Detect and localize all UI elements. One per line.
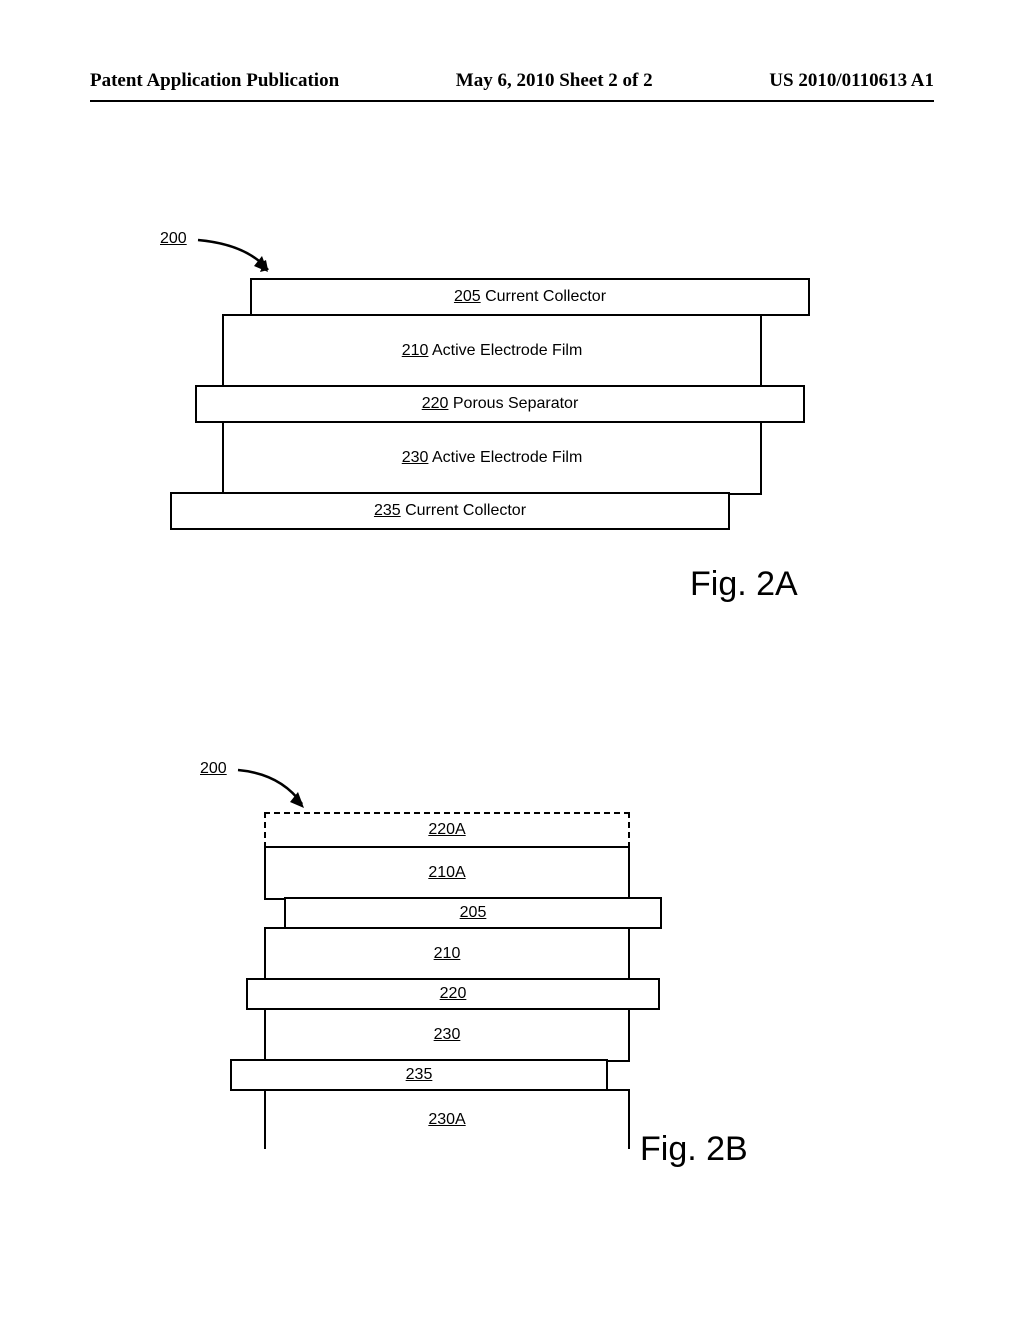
layer-label: 205 Current Collector: [454, 288, 606, 306]
layer-label: 220 Porous Separator: [422, 395, 579, 413]
layer-label: 230 Active Electrode Film: [402, 449, 583, 467]
page: Patent Application Publication May 6, 20…: [0, 0, 1024, 1320]
fig2b-layer-205: 205: [284, 897, 662, 929]
layer-label: 205: [460, 904, 487, 922]
fig2a-label: Fig. 2A: [690, 565, 798, 604]
layer-label: 210 Active Electrode Film: [402, 342, 583, 360]
fig2a-layer-220: 220 Porous Separator: [195, 385, 805, 423]
layer-label: 235 Current Collector: [374, 502, 526, 520]
layer-label: 210: [434, 945, 461, 963]
fig2b-layer-210A: 210A: [264, 846, 630, 900]
fig2b-label: Fig. 2B: [640, 1130, 748, 1169]
fig2b-pointer-ref: 200: [200, 760, 227, 778]
layer-label: 220: [440, 985, 467, 1003]
fig2b-layer-230: 230: [264, 1008, 630, 1062]
fig2b-layer-235: 235: [230, 1059, 608, 1091]
fig2b-layer-220A: 220A: [264, 812, 630, 848]
fig2a-layer-205: 205 Current Collector: [250, 278, 810, 316]
fig2b-layer-220: 220: [246, 978, 660, 1010]
fig2a-layer-230: 230 Active Electrode Film: [222, 421, 762, 495]
fig2a-layer-235: 235 Current Collector: [170, 492, 730, 530]
header-rule: [90, 100, 934, 102]
fig2b-pointer: 200: [200, 760, 320, 820]
layer-label: 210A: [428, 864, 465, 882]
fig2a-pointer: 200: [160, 230, 280, 280]
header-left: Patent Application Publication: [90, 70, 339, 92]
fig2b-layer-210: 210: [264, 927, 630, 981]
fig2b-layer-230A: 230A: [264, 1089, 630, 1149]
fig2a-layer-210: 210 Active Electrode Film: [222, 314, 762, 388]
layer-label: 230A: [428, 1111, 465, 1129]
layer-label: 235: [406, 1066, 433, 1084]
header-center: May 6, 2010 Sheet 2 of 2: [456, 70, 653, 92]
fig2a-pointer-ref: 200: [160, 230, 187, 248]
layer-label: 230: [434, 1026, 461, 1044]
page-header: Patent Application Publication May 6, 20…: [0, 70, 1024, 92]
header-right: US 2010/0110613 A1: [769, 70, 934, 92]
layer-label: 220A: [428, 821, 465, 839]
